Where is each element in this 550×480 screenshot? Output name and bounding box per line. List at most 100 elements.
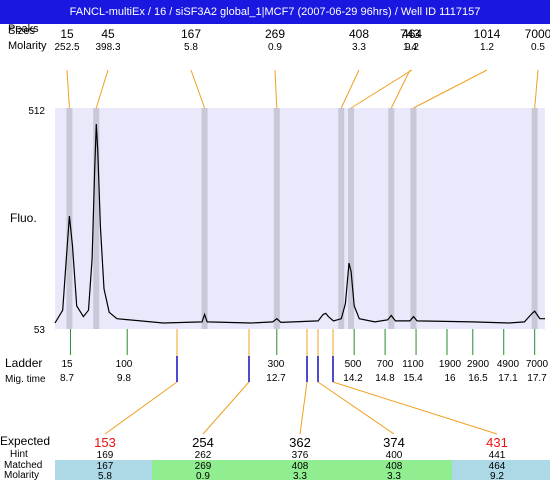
peak-size-label: 408	[349, 27, 369, 41]
expected-size-label: 153	[94, 435, 116, 450]
hint-label: 169	[97, 450, 114, 461]
peak-link-line	[190, 69, 206, 109]
window-title: FANCL-multiEx / 16 / siSF3A2 global_1|MC…	[0, 0, 550, 24]
peak-size-label: 464	[402, 27, 422, 41]
ladder-size-label: 500	[345, 359, 362, 370]
hint-label: Hint	[10, 449, 28, 460]
peak-band	[410, 108, 417, 329]
matched-size-label: 408	[292, 461, 309, 472]
y-axis-label: Fluo.	[10, 211, 37, 225]
matched-cell	[152, 460, 452, 480]
expected-link-lower	[202, 381, 250, 435]
peak-link-line	[390, 69, 411, 109]
peak-link-line	[66, 69, 70, 109]
peak-molarity-label: 0.9	[268, 42, 282, 53]
ladder-size-label: 1900	[439, 359, 462, 370]
expected-link-lower	[317, 381, 395, 435]
matched-size-label: 464	[489, 461, 506, 472]
expected-size-label: 431	[486, 435, 508, 450]
ladder-size-label: 700	[377, 359, 394, 370]
peaks-label: Peaks	[8, 23, 39, 35]
ladder-size-label: 100	[116, 359, 133, 370]
peak-band	[338, 108, 345, 329]
ladder-size-label: 7000	[526, 359, 549, 370]
sizes-label: Sizes	[8, 25, 35, 37]
matched-size-label: 269	[195, 461, 212, 472]
peak-band	[201, 108, 208, 329]
peak-molarity-label: 398.3	[95, 42, 120, 53]
y-tick-label: 512	[28, 106, 45, 117]
hint-label: 376	[292, 450, 309, 461]
peak-size-label: 7000	[525, 27, 550, 41]
ladder-mig-time-label: 8.7	[60, 373, 74, 384]
matched-size-label: 408	[386, 461, 403, 472]
peak-size-label: 45	[101, 27, 115, 41]
peak-molarity-label: 0.5	[531, 42, 545, 53]
expected-markers	[176, 356, 334, 382]
expected-link-lower	[299, 381, 308, 435]
peak-link-line	[350, 69, 413, 109]
ladder-mig-time-label: 14.2	[343, 373, 363, 384]
peak-link-line	[413, 69, 488, 109]
peak-link-line	[340, 69, 360, 109]
expected-link-lower	[332, 381, 498, 435]
ladder-label: Ladder	[5, 356, 42, 370]
peak-band	[93, 108, 100, 329]
fluorescence-trace	[54, 123, 545, 324]
ladder-mig-time-label: 16	[444, 373, 456, 384]
peak-molarity-label: 252.5	[54, 42, 79, 53]
peak-link-line	[274, 69, 278, 109]
hint-label: 400	[386, 450, 403, 461]
hint-label: 441	[489, 450, 506, 461]
ladder-mig-time-label: 17.1	[498, 373, 518, 384]
peak-band	[348, 108, 355, 329]
matched-size-label: 167	[97, 461, 114, 472]
peak-molarity-label: 1.4	[403, 42, 417, 53]
matched-cells	[55, 460, 550, 480]
ladder-mig-time-label: 16.5	[468, 373, 488, 384]
peak-link-line	[95, 69, 109, 109]
ladder-mig-time-label: 9.8	[117, 373, 131, 384]
peak-size-label: 167	[181, 27, 201, 41]
chart-texts: 5125315252.545398.31675.82690.94083.3464…	[28, 27, 550, 480]
ladder-size-label: 4900	[497, 359, 520, 370]
matched-molarity-label: 3.3	[293, 471, 307, 480]
hint-label: 262	[195, 450, 212, 461]
ladder-size-label: 2900	[467, 359, 490, 370]
expected-label: Expected	[0, 434, 50, 448]
ladder-mig-time-label: 17.7	[527, 373, 547, 384]
matched-cell	[452, 460, 550, 480]
peak-link-line	[534, 69, 539, 109]
matched-molarity-label: 0.9	[196, 471, 210, 480]
expected-size-label: 254	[192, 435, 214, 450]
ladder-mig-time-label: 14.8	[375, 373, 395, 384]
peak-links	[66, 69, 539, 435]
ladder-mig-time-label: 12.7	[266, 373, 286, 384]
y-tick-label: 53	[34, 325, 46, 336]
peak-size-label: 1014	[474, 27, 501, 41]
peak-molarity-label: 5.8	[184, 42, 198, 53]
molarity-bottom-label: Molarity	[4, 470, 39, 480]
expected-size-label: 362	[289, 435, 311, 450]
ladder-mig-time-label: 15.4	[403, 373, 423, 384]
peak-band	[388, 108, 395, 329]
molarity-top-label: Molarity	[8, 40, 47, 52]
mig-time-label: Mig. time	[5, 374, 46, 385]
expected-size-label: 374	[383, 435, 405, 450]
peak-band	[531, 108, 538, 329]
ladder-size-label: 300	[268, 359, 285, 370]
peak-band	[273, 108, 280, 329]
matched-molarity-label: 9.2	[490, 471, 504, 480]
peak-size-label: 15	[60, 27, 74, 41]
peak-molarity-label: 9.2	[405, 42, 419, 53]
matched-cell	[55, 460, 152, 480]
matched-label: Matched	[4, 460, 42, 471]
matched-molarity-label: 3.3	[387, 471, 401, 480]
ladder-ticks	[69, 329, 536, 355]
ladder-size-label: 1100	[402, 359, 424, 370]
peak-molarity-label: 1.2	[480, 42, 494, 53]
expected-link-lower	[104, 381, 178, 435]
peak-size-label: 743	[400, 27, 420, 41]
ladder-size-label: 15	[61, 359, 73, 370]
